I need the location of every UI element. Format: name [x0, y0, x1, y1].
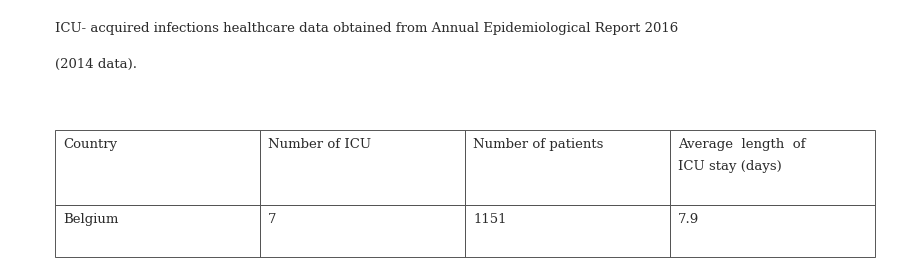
Text: ICU- acquired infections healthcare data obtained from Annual Epidemiological Re: ICU- acquired infections healthcare data… — [55, 22, 678, 35]
Text: 7.9: 7.9 — [678, 213, 699, 226]
Bar — [465, 130, 670, 205]
Text: Average  length  of: Average length of — [678, 138, 806, 151]
Bar — [670, 205, 875, 257]
Text: 7: 7 — [268, 213, 276, 226]
Text: 1151: 1151 — [473, 213, 506, 226]
Bar — [465, 205, 670, 257]
Bar — [670, 130, 875, 205]
Text: Number of ICU: Number of ICU — [268, 138, 371, 151]
Text: Belgium: Belgium — [63, 213, 118, 226]
Text: Number of patients: Number of patients — [473, 138, 603, 151]
Text: (2014 data).: (2014 data). — [55, 58, 137, 71]
Bar — [260, 205, 465, 257]
Bar — [55, 205, 260, 257]
Bar — [260, 130, 465, 205]
Text: Country: Country — [63, 138, 117, 151]
Text: ICU stay (days): ICU stay (days) — [678, 160, 782, 173]
Bar — [55, 130, 260, 205]
